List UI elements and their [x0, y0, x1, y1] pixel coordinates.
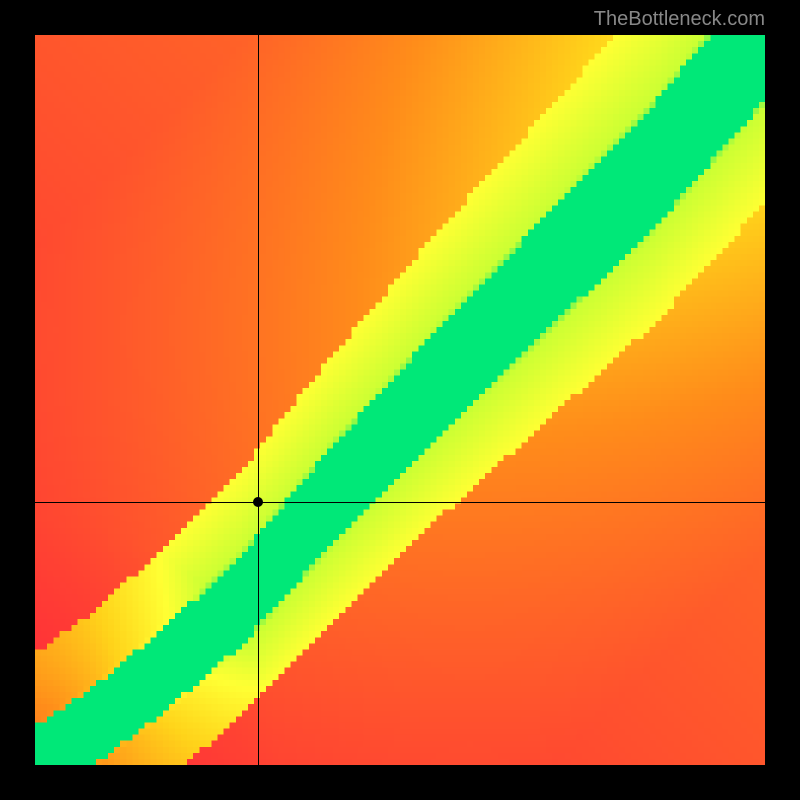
crosshair-horizontal-line: [35, 502, 765, 503]
crosshair-marker-dot: [253, 497, 263, 507]
source-watermark: TheBottleneck.com: [594, 8, 765, 31]
chart-container: TheBottleneck.com: [0, 0, 800, 800]
heatmap-canvas: [35, 35, 765, 765]
heatmap-plot: [35, 35, 765, 765]
crosshair-vertical-line: [258, 35, 259, 765]
